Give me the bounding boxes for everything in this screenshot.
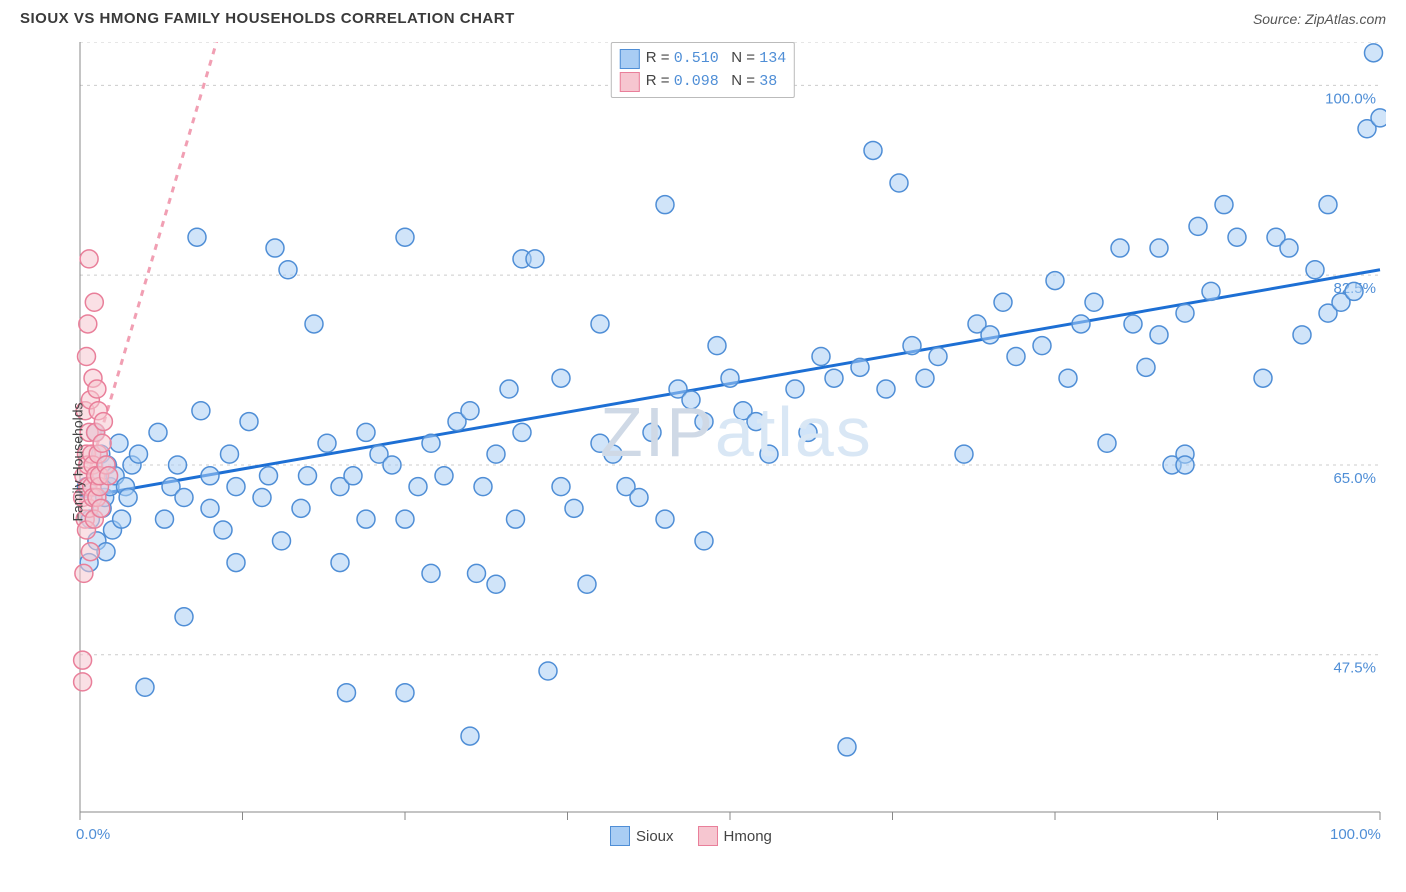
svg-text:100.0%: 100.0% <box>1325 90 1376 107</box>
series-legend-item: Hmong <box>698 826 772 846</box>
legend-label: Sioux <box>636 828 674 845</box>
chart-source: Source: ZipAtlas.com <box>1253 11 1386 27</box>
legend-stats: R = 0.510 N = 134 <box>646 47 786 70</box>
legend-row: R = 0.098 N = 38 <box>620 70 786 93</box>
series-legend-item: Sioux <box>610 826 674 846</box>
x-axis-max-label: 100.0% <box>1330 826 1381 843</box>
y-axis-label: Family Households <box>70 402 86 521</box>
chart-container: Family Households 47.5%65.0%82.5%100.0% … <box>20 42 1386 882</box>
legend-swatch <box>620 49 640 69</box>
chart-header: SIOUX VS HMONG FAMILY HOUSEHOLDS CORRELA… <box>20 10 1386 27</box>
chart-title: SIOUX VS HMONG FAMILY HOUSEHOLDS CORRELA… <box>20 10 515 27</box>
correlation-legend: R = 0.510 N = 134R = 0.098 N = 38 <box>611 42 795 98</box>
svg-text:47.5%: 47.5% <box>1333 660 1376 677</box>
legend-swatch <box>620 72 640 92</box>
legend-swatch <box>698 826 718 846</box>
series-legend: Sioux Hmong <box>610 826 772 846</box>
legend-swatch <box>610 826 630 846</box>
legend-row: R = 0.510 N = 134 <box>620 47 786 70</box>
x-axis-min-label: 0.0% <box>76 826 110 843</box>
scatter-chart: 47.5%65.0%82.5%100.0% <box>20 42 1386 882</box>
legend-label: Hmong <box>724 828 772 845</box>
svg-text:65.0%: 65.0% <box>1333 470 1376 487</box>
legend-stats: R = 0.098 N = 38 <box>646 70 777 93</box>
